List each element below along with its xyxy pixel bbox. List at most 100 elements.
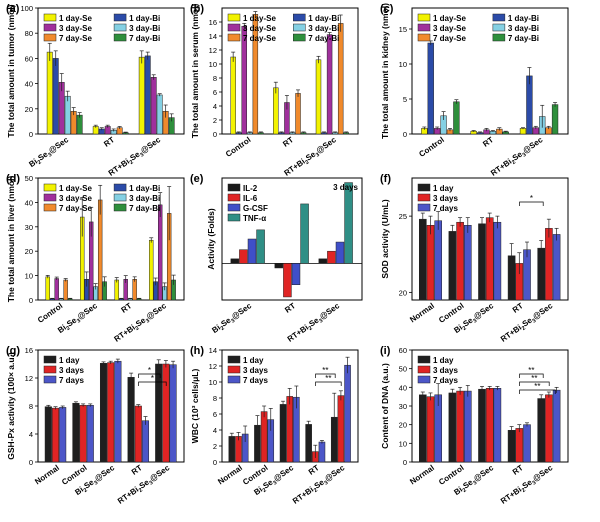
legend-label: 7 days xyxy=(59,376,84,385)
legend-swatch xyxy=(113,13,127,22)
bar xyxy=(318,441,326,463)
x-category-label-part: Control xyxy=(417,135,445,159)
legend-swatch xyxy=(417,33,431,42)
y-axis-label: Content of DNA (a.u.) xyxy=(380,363,390,449)
legend-label: IL-6 xyxy=(243,194,258,203)
x-category-label-part: 2 xyxy=(135,325,141,332)
legend-swatch xyxy=(43,33,57,42)
x-category-label: Normal xyxy=(408,301,436,324)
bar xyxy=(72,402,80,463)
x-category-label-part: Normal xyxy=(216,463,244,486)
legend-label: 7 day-Se xyxy=(59,204,92,213)
legend-swatch xyxy=(417,183,431,192)
y-tick-label: 25 xyxy=(399,212,407,221)
panel-label: (f) xyxy=(380,173,391,185)
bar xyxy=(493,221,502,301)
legend-swatch xyxy=(293,13,306,22)
y-tick-label: 16 xyxy=(25,346,33,355)
bar xyxy=(427,42,434,135)
legend-label: IL-2 xyxy=(243,184,258,193)
x-category-label-part: RT+Bi xyxy=(116,485,140,506)
legend-swatch xyxy=(417,13,431,22)
bar xyxy=(114,360,122,463)
x-category-label-part: 2 xyxy=(521,325,527,332)
legend-swatch xyxy=(43,203,57,212)
legend-label: 1 day xyxy=(433,184,454,193)
legend-swatch xyxy=(227,365,241,374)
x-category-label-part: @Sec xyxy=(521,135,545,155)
x-category-label-part: RT xyxy=(511,463,525,477)
legend-swatch xyxy=(492,23,506,32)
y-tick-label: 0 xyxy=(213,130,217,139)
x-category-label-part: RT+Bi xyxy=(282,157,306,178)
y-tick-label: 12 xyxy=(25,374,33,383)
significance-label: ** xyxy=(534,382,540,391)
panel-label: (i) xyxy=(380,345,391,357)
x-category-label-part: RT xyxy=(307,463,321,477)
bar xyxy=(273,87,279,135)
y-tick-label: 5 xyxy=(403,95,407,104)
significance-label: ** xyxy=(322,366,328,375)
significance-bracket xyxy=(138,381,167,386)
x-category-label: RT+Bi2Se3@Sec xyxy=(116,463,173,507)
legend-label: 7 day-Bi xyxy=(129,34,160,43)
bar xyxy=(456,221,464,301)
significance-label: * xyxy=(148,366,151,375)
bar xyxy=(52,58,59,135)
x-category-label-part: 2 xyxy=(129,159,135,166)
bar xyxy=(305,424,312,463)
bar xyxy=(155,363,163,463)
y-tick-label: 0 xyxy=(213,458,217,467)
bar xyxy=(456,390,464,463)
bar xyxy=(551,104,559,135)
legend-swatch xyxy=(43,375,57,384)
x-category-label-part: Bi xyxy=(27,157,39,169)
bar xyxy=(46,51,53,135)
legend-label: 7 day-Bi xyxy=(129,204,160,213)
x-category-label-part: RT xyxy=(119,301,133,315)
panel-label: (d) xyxy=(6,173,20,185)
x-category-label-part: @Sec xyxy=(230,301,254,321)
bar xyxy=(230,56,236,135)
legend-swatch xyxy=(227,375,241,384)
legend-label: 7 days xyxy=(243,376,268,385)
bar xyxy=(256,229,265,264)
y-tick-label: 8 xyxy=(213,394,217,403)
legend-label: TNF-α xyxy=(243,214,266,223)
legend-swatch xyxy=(227,355,241,364)
y-tick-label: 40 xyxy=(25,80,33,89)
legend-label: 1 day-Se xyxy=(59,14,92,23)
y-tick-label: 60 xyxy=(25,54,33,63)
bar xyxy=(485,388,494,463)
legend-swatch xyxy=(227,13,241,22)
bar xyxy=(537,398,546,463)
bar xyxy=(76,114,83,135)
bar xyxy=(344,364,351,463)
x-category-label-part: 2 xyxy=(37,159,43,166)
panel-label: (g) xyxy=(6,345,20,357)
bar xyxy=(426,396,435,463)
bar xyxy=(79,405,87,463)
bar xyxy=(99,363,108,463)
bar xyxy=(493,388,502,463)
x-category-label-part: Normal xyxy=(408,301,436,324)
legend-swatch xyxy=(227,193,241,202)
chart-panel-g: (g) 0 4 8 12 16 GSH-Px activity (100× a.u.) Nor… xyxy=(6,345,185,507)
x-category-label-part: RT+Bi xyxy=(291,485,315,506)
bar xyxy=(127,377,135,463)
bar xyxy=(300,203,309,264)
x-category-label-part: 3 xyxy=(145,318,151,325)
panel-label: (c) xyxy=(380,3,394,15)
x-category-label-part: @Sec xyxy=(323,463,347,483)
x-category-label-part: 3 xyxy=(93,480,99,487)
significance-label: * xyxy=(530,194,533,203)
x-category-label-part: @Sec xyxy=(76,301,100,321)
y-axis-label: The total amount in serum (nmol) xyxy=(190,4,200,139)
legend-label: 1 day xyxy=(59,356,80,365)
x-category-label-part: RT xyxy=(281,135,295,149)
legend-label: 3 days xyxy=(433,194,458,203)
x-category-label: Normal xyxy=(408,463,436,486)
x-category-label-part: Bi xyxy=(73,485,85,497)
